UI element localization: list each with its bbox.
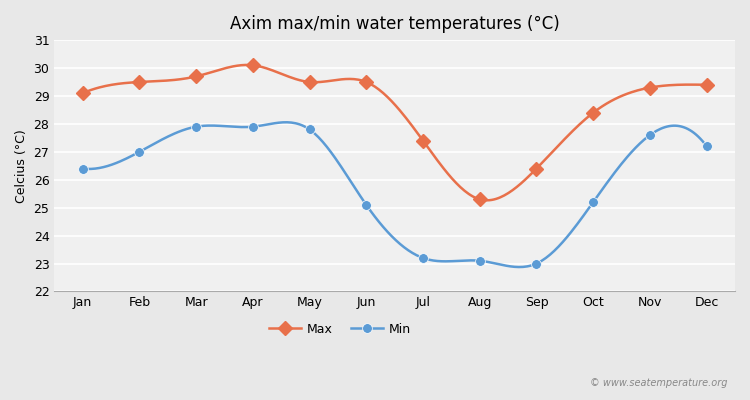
Title: Axim max/min water temperatures (°C): Axim max/min water temperatures (°C) — [230, 15, 560, 33]
Legend: Max, Min: Max, Min — [264, 318, 416, 340]
Text: © www.seatemperature.org: © www.seatemperature.org — [590, 378, 728, 388]
Y-axis label: Celcius (°C): Celcius (°C) — [15, 129, 28, 203]
